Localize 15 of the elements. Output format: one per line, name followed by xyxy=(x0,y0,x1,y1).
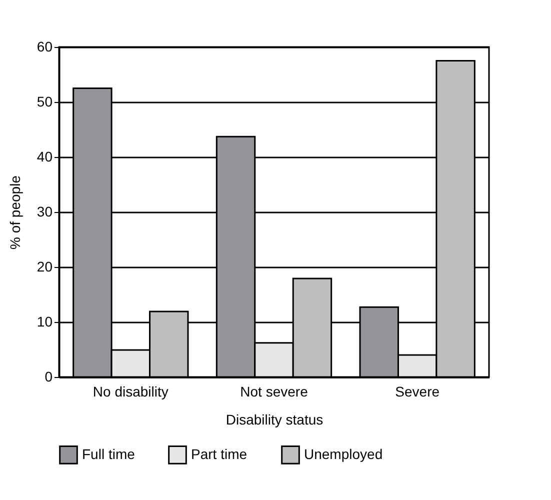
y-tick-label: 0 xyxy=(44,368,53,384)
y-tick-label: 40 xyxy=(36,148,53,164)
x-tick-label: No disability xyxy=(92,384,168,400)
legend-label: Full time xyxy=(82,446,136,462)
y-tick-label: 30 xyxy=(36,204,53,220)
x-tick-label: Not severe xyxy=(240,384,308,400)
legend-label: Unemployed xyxy=(304,446,383,462)
y-tick-label: 60 xyxy=(36,38,53,54)
x-tick-label: Severe xyxy=(395,384,440,400)
y-tick-label: 10 xyxy=(36,314,53,330)
legend-label: Part time xyxy=(191,446,248,462)
y-tick-label: 20 xyxy=(36,258,53,274)
y-tick-label: 50 xyxy=(36,94,53,110)
y-axis-title: % of people xyxy=(6,175,23,250)
x-axis-title: Disability status xyxy=(226,412,324,428)
